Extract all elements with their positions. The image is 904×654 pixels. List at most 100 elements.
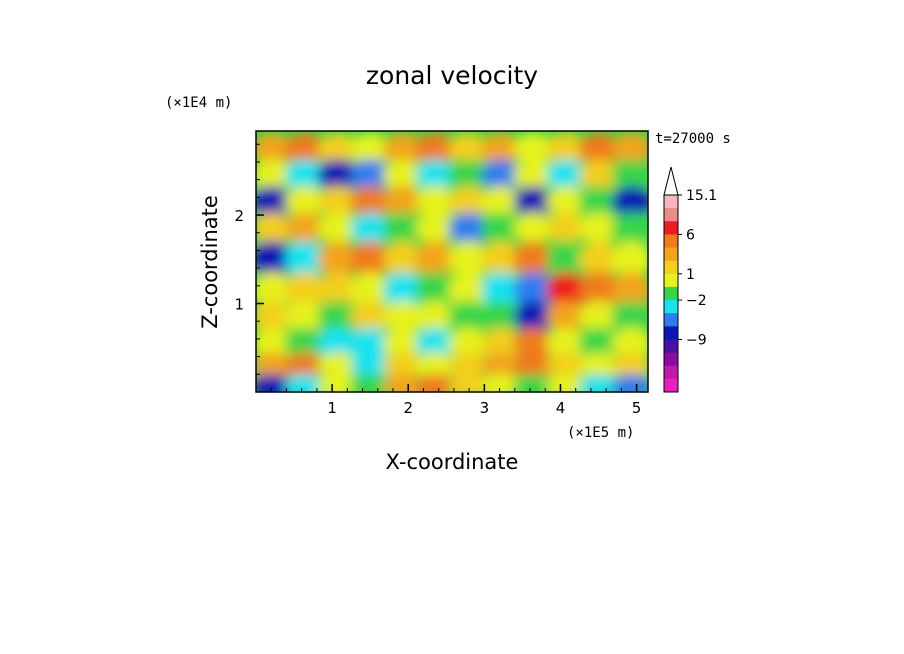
y-tick-label: 1	[234, 296, 244, 314]
field-cell	[415, 159, 456, 192]
field-cell	[513, 373, 554, 392]
field-cell	[415, 300, 456, 333]
x-tick-label: 1	[327, 399, 337, 417]
field-cell	[480, 271, 522, 309]
time-label: t=27000 s	[655, 131, 731, 147]
field-cell	[382, 271, 424, 309]
field-cell	[256, 185, 293, 218]
field-cell	[284, 327, 326, 360]
field-cell	[611, 212, 648, 245]
x-axis: 1 2 3 4 5	[270, 384, 641, 417]
field-cell	[284, 352, 326, 379]
colorbar-segment	[664, 208, 678, 222]
field-cell	[382, 185, 424, 218]
field-cell	[350, 132, 391, 165]
field-cell	[382, 352, 424, 379]
x-tick-label: 4	[556, 399, 566, 417]
field-cell	[578, 300, 620, 333]
colorbar-segment	[664, 234, 678, 249]
colorbar-segment	[664, 352, 678, 367]
field-cell	[611, 327, 648, 360]
field-cell	[415, 132, 456, 165]
field-cell	[578, 327, 620, 360]
field-cell	[611, 352, 648, 379]
field-cell	[513, 159, 554, 192]
field-cell	[611, 240, 648, 278]
field-cell	[256, 327, 293, 360]
field-cell	[317, 159, 358, 192]
field-cell	[611, 373, 648, 392]
field-cell	[448, 271, 489, 309]
field-cell	[480, 373, 522, 392]
plot-frame	[255, 130, 649, 393]
field-cell	[284, 300, 326, 333]
colorbar-segment	[664, 221, 678, 235]
field-cell	[256, 212, 293, 245]
field-cell	[611, 300, 648, 333]
field-cell	[415, 212, 456, 245]
field-cell	[382, 240, 424, 278]
field-cell	[256, 159, 293, 192]
field-cell	[578, 185, 620, 218]
colorbar-label: −2	[686, 293, 707, 309]
field-cell	[578, 212, 620, 245]
field-cell	[480, 212, 522, 245]
colorbar-segment	[664, 260, 678, 275]
field-cell	[480, 352, 522, 379]
field-cell	[448, 327, 489, 360]
field-cell	[256, 352, 293, 379]
field-cell	[546, 352, 587, 379]
field-cell	[382, 300, 424, 333]
colorbar-label: 6	[686, 227, 695, 243]
field-cell	[546, 132, 587, 165]
field-cell	[350, 159, 391, 192]
colorbar-segment	[664, 313, 678, 327]
field-cell	[546, 240, 587, 278]
colorbar-segment	[664, 339, 678, 354]
field-cell	[611, 159, 648, 192]
field-cell	[415, 352, 456, 379]
y-tick-label: 2	[234, 207, 244, 225]
x-tick-label: 2	[403, 399, 413, 417]
field-cell	[448, 185, 489, 218]
field-cell	[480, 300, 522, 333]
field-cell	[546, 373, 587, 392]
field-cell	[350, 300, 391, 333]
colorbar-frame	[663, 194, 679, 393]
field-cell	[317, 373, 358, 392]
colorbar: 15.1 6 1 −2 −9	[663, 166, 717, 393]
field-cell	[256, 271, 293, 309]
field-cell	[256, 373, 293, 392]
x-tick-label: 3	[480, 399, 490, 417]
field-cell	[546, 185, 587, 218]
field-cell	[415, 240, 456, 278]
field-cell	[578, 373, 620, 392]
field-cell	[513, 240, 554, 278]
field-cell	[256, 132, 293, 165]
field-cell	[350, 212, 391, 245]
colorbar-segment	[664, 365, 678, 380]
contour-field	[256, 131, 648, 392]
field-cell	[611, 185, 648, 218]
field-cell	[415, 373, 456, 392]
field-cell	[350, 271, 391, 309]
field-cell	[317, 240, 358, 278]
field-cell	[546, 159, 587, 192]
field-cell	[578, 240, 620, 278]
field-cell	[480, 240, 522, 278]
field-cell	[513, 352, 554, 379]
field-cell	[350, 185, 391, 218]
colorbar-segment	[664, 286, 678, 301]
field-cell	[317, 132, 358, 165]
field-cell	[317, 300, 358, 333]
field-cell	[448, 373, 489, 392]
colorbar-arrow	[663, 166, 679, 196]
field-cell	[350, 327, 391, 360]
field-cell	[382, 327, 424, 360]
field-cell	[382, 159, 424, 192]
field-cell	[317, 352, 358, 379]
field-cell	[284, 212, 326, 245]
field-cell	[480, 132, 522, 165]
field-cell	[284, 159, 326, 192]
